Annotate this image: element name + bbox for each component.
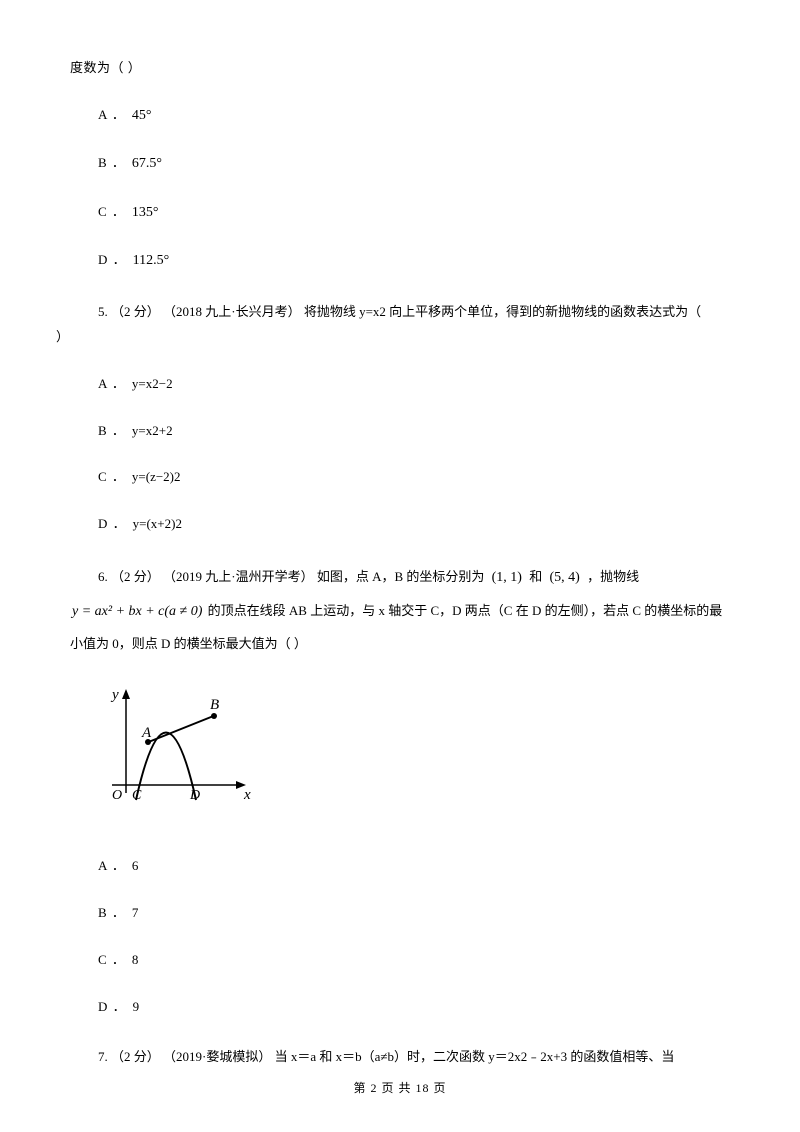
- svg-text:D: D: [189, 788, 200, 803]
- q6-formula: y = ax² + bx + c(a ≠ 0): [70, 595, 204, 629]
- svg-text:C: C: [132, 788, 142, 803]
- option-label: B ．: [98, 903, 126, 924]
- option-label: D ．: [98, 250, 127, 271]
- option-label: C ．: [98, 950, 126, 971]
- svg-text:O: O: [112, 788, 122, 803]
- option-label: B ．: [98, 421, 126, 442]
- q5-stem-line2: ）: [56, 327, 730, 348]
- option-label: D ．: [98, 997, 127, 1018]
- option-value: 112.5°: [133, 250, 170, 272]
- option-value: 45°: [132, 105, 152, 127]
- option-label: D ．: [98, 514, 127, 535]
- q4-option-b: B ． 67.5°: [98, 153, 730, 175]
- svg-text:A: A: [141, 725, 152, 741]
- q6-option-d: D ． 9: [98, 997, 730, 1018]
- q5-option-d: D ． y=(x+2)2: [98, 514, 730, 535]
- q5-option-c: C ． y=(z−2)2: [98, 467, 730, 488]
- option-value: 67.5°: [132, 153, 162, 175]
- option-label: A ．: [98, 105, 126, 126]
- q5-stem: 5. （2 分） （2018 九上·长兴月考） 将抛物线 y=x2 向上平移两个…: [70, 298, 730, 347]
- q7-stem: 7. （2 分） （2019·婺城模拟） 当 x＝a 和 x＝b（a≠b）时，二…: [70, 1043, 730, 1072]
- option-value: 135°: [132, 202, 159, 224]
- q4-option-c: C ． 135°: [98, 202, 730, 224]
- page-footer: 第 2 页 共 18 页: [0, 1079, 800, 1098]
- option-value: y=x2+2: [132, 421, 173, 442]
- svg-text:B: B: [210, 697, 219, 713]
- option-label: C ．: [98, 467, 126, 488]
- parabola-graph-icon: y x O A B C D: [98, 685, 253, 815]
- q6-option-c: C ． 8: [98, 950, 730, 971]
- q4-option-d: D ． 112.5°: [98, 250, 730, 272]
- option-value: 6: [132, 856, 139, 877]
- q6-option-b: B ． 7: [98, 903, 730, 924]
- q4-option-a: A ． 45°: [98, 105, 730, 127]
- q5-option-a: A ． y=x2−2: [98, 374, 730, 395]
- q6-coord-1: (1, 1): [488, 570, 526, 585]
- q6-graph: y x O A B C D: [98, 685, 730, 822]
- option-label: A ．: [98, 374, 126, 395]
- q5-stem-line1: 5. （2 分） （2018 九上·长兴月考） 将抛物线 y=x2 向上平移两个…: [70, 298, 730, 327]
- q6-option-a: A ． 6: [98, 856, 730, 877]
- q6-text-post1: ，抛物线: [587, 569, 639, 584]
- option-value: y=(x+2)2: [133, 514, 182, 535]
- q6-text-mid1: 和: [529, 569, 545, 584]
- option-value: 8: [132, 950, 139, 971]
- option-value: y=(z−2)2: [132, 467, 181, 488]
- option-value: 7: [132, 903, 139, 924]
- option-label: B ．: [98, 153, 126, 174]
- option-value: y=x2−2: [132, 374, 173, 395]
- option-label: C ．: [98, 202, 126, 223]
- svg-text:x: x: [243, 787, 251, 803]
- svg-text:y: y: [110, 687, 119, 703]
- q4-stem-tail: 度数为（ ）: [70, 58, 730, 79]
- q6-coord-2: (5, 4): [545, 570, 583, 585]
- q6-text-pre: 6. （2 分） （2019 九上·温州开学考） 如图，点 A，B 的坐标分别为: [98, 569, 488, 584]
- q5-option-b: B ． y=x2+2: [98, 421, 730, 442]
- option-label: A ．: [98, 856, 126, 877]
- q6-stem: 6. （2 分） （2019 九上·温州开学考） 如图，点 A，B 的坐标分别为…: [70, 561, 730, 659]
- option-value: 9: [133, 997, 140, 1018]
